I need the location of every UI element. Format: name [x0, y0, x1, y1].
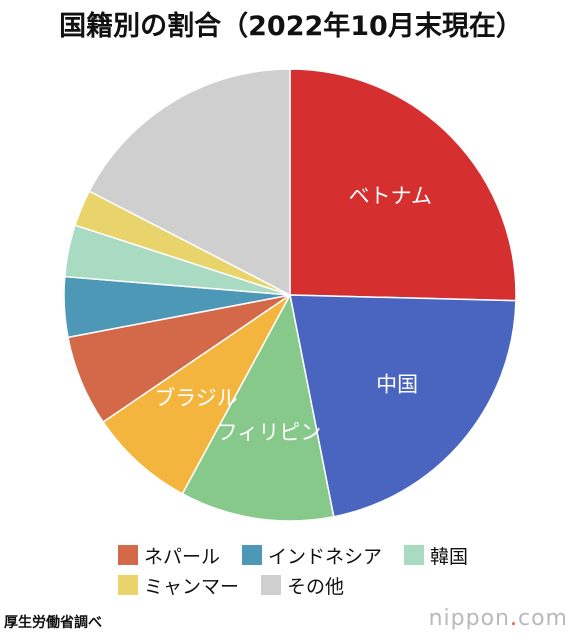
brand-logo: nippon.com	[429, 606, 568, 631]
pie-label-2: フィリピン	[217, 421, 322, 445]
legend-label-other: その他	[287, 575, 345, 598]
legend-label-korea: 韓国	[430, 545, 469, 568]
legend-swatch-korea	[404, 545, 425, 565]
legend-item-nepal: ネパール	[118, 542, 220, 569]
brand-suffix: com	[518, 606, 568, 631]
pie-slice-3	[102, 294, 291, 495]
legend: ネパール インドネシア 韓国 ミャンマー その他	[118, 540, 518, 600]
chart-title: 国籍別の割合（2022年10月末現在）	[59, 11, 523, 42]
pie-slice-0	[289, 68, 517, 302]
legend-item-indonesia: インドネシア	[242, 542, 382, 569]
legend-item-myanmar: ミャンマー	[118, 572, 239, 599]
brand-name: nippon	[428, 606, 510, 631]
pie-label-1: 中国	[376, 372, 418, 396]
legend-row-2: ミャンマー その他	[118, 570, 518, 600]
pie-label-0: ベトナム	[349, 184, 432, 208]
pie-slice-2	[181, 292, 335, 522]
legend-swatch-nepal	[118, 545, 138, 565]
source-note: 厚生労働省調べ	[4, 615, 102, 631]
legend-label-indonesia: インドネシア	[268, 545, 383, 568]
pie-label-3: ブラジル	[154, 386, 238, 410]
legend-swatch-other	[261, 575, 282, 595]
pie-slice-8	[88, 68, 291, 297]
legend-swatch-myanmar	[118, 575, 138, 595]
legend-row-1: ネパール インドネシア 韓国	[118, 540, 518, 570]
legend-item-other: その他	[261, 572, 344, 599]
brand-dot: .	[510, 606, 518, 631]
pie-slice-1	[289, 294, 517, 518]
legend-swatch-indonesia	[242, 545, 263, 565]
legend-label-myanmar: ミャンマー	[144, 575, 240, 598]
legend-item-korea: 韓国	[404, 542, 468, 569]
legend-label-nepal: ネパール	[144, 545, 221, 568]
